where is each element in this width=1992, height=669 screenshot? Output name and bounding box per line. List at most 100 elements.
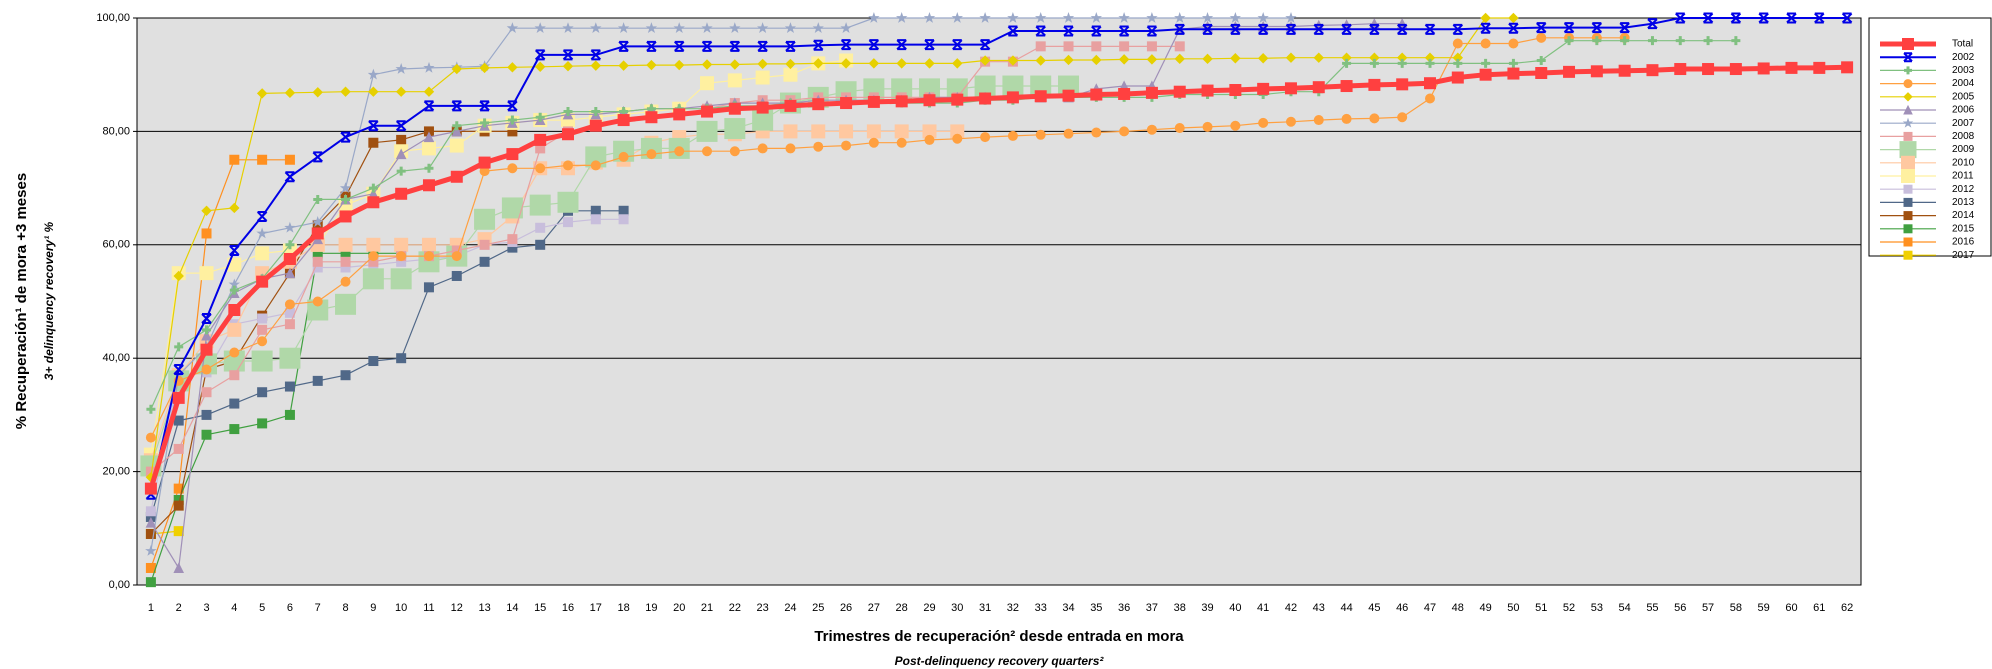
marker [449,138,464,153]
marker [1841,61,1854,74]
marker [813,141,824,152]
marker [673,22,685,34]
legend-item: 2006 [1880,105,1975,116]
marker [506,148,519,161]
series [144,61,1854,495]
marker [1647,36,1657,46]
marker [1091,41,1102,52]
y-tick-label: 100,00 [96,12,130,24]
marker [199,266,214,281]
marker [1174,11,1186,23]
marker [367,68,379,80]
marker [451,125,463,137]
y-tick-label: 40,00 [102,352,130,364]
marker [173,500,184,511]
marker [313,194,323,204]
x-tick-label: 9 [370,602,376,614]
marker [1903,131,1913,141]
marker [1118,87,1131,100]
marker [340,86,351,97]
marker [896,39,907,51]
marker [783,67,798,82]
legend-item: 2005 [1880,91,1975,102]
marker [1063,25,1074,37]
marker [590,22,602,34]
marker [646,40,657,52]
marker [1007,130,1018,141]
marker [173,526,184,537]
marker [395,62,407,74]
marker [257,313,268,324]
marker [256,88,268,99]
marker [674,40,685,52]
marker [1785,61,1798,74]
marker [1007,12,1019,23]
legend-item: 2003 [1880,65,1975,76]
legend-item: 2013 [1880,197,1975,208]
x-tick-label: 46 [1396,602,1408,614]
marker [1903,224,1913,234]
x-tick-label: 52 [1563,602,1575,614]
marker [1508,22,1519,34]
marker [312,256,323,267]
marker [1618,64,1631,77]
marker [1535,66,1548,79]
x-tick-label: 59 [1758,602,1770,614]
marker [145,577,156,588]
marker [1118,11,1130,23]
marker [757,22,769,34]
marker [811,124,826,139]
marker [618,151,629,162]
marker [1257,23,1269,35]
marker [534,61,546,72]
marker [1563,65,1576,78]
marker [1536,56,1546,66]
marker [562,22,574,34]
x-tick-label: 18 [617,602,629,614]
marker [1342,58,1352,68]
marker [785,143,796,154]
x-tick-label: 45 [1368,602,1380,614]
marker [1903,184,1913,194]
marker [1903,79,1913,89]
marker [979,92,992,105]
legend-label: 2017 [1952,250,1975,261]
x-tick-label: 57 [1702,602,1714,614]
marker [868,39,880,51]
marker [1340,80,1353,93]
marker [506,22,519,34]
marker [1480,12,1491,24]
x-tick-label: 40 [1229,602,1241,614]
marker [335,293,357,315]
marker [785,58,796,70]
marker [229,285,239,295]
marker [1508,12,1519,24]
x-tick-label: 28 [896,602,908,614]
marker [1904,66,1912,75]
marker [229,202,240,214]
x-tick-label: 26 [840,602,852,614]
marker [1230,53,1241,64]
plot-area [136,17,1862,586]
marker [340,256,351,267]
marker [812,98,825,111]
marker [256,227,268,239]
marker [1702,12,1714,24]
marker [618,205,629,216]
marker [1564,36,1574,46]
marker [727,73,742,88]
marker [618,40,629,52]
marker [368,183,378,193]
marker [923,11,936,23]
x-tick-label: 19 [645,602,657,614]
marker [257,324,268,335]
marker [145,517,157,528]
marker [1230,23,1241,35]
marker [1313,52,1324,63]
marker [645,22,658,34]
marker [256,210,268,222]
marker [174,342,184,352]
marker [868,11,880,23]
x-tick-label: 35 [1090,602,1102,614]
marker [590,160,601,171]
